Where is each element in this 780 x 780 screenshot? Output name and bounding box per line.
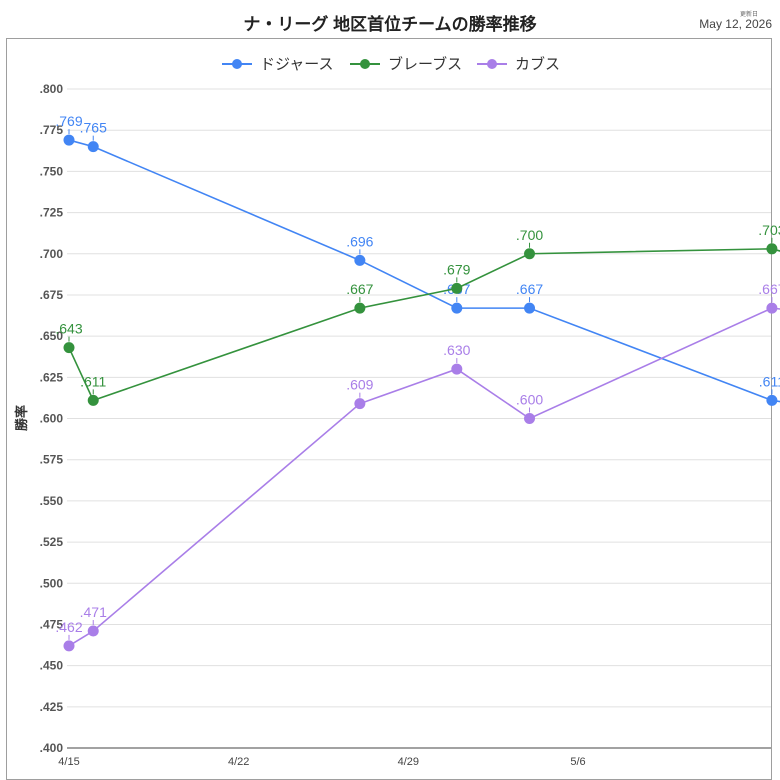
data-label: .765: [80, 120, 107, 136]
x-tick-label: 4/29: [398, 756, 419, 768]
y-tick-label: .425: [40, 700, 64, 714]
series: .769.765 .696 .667 .667 .611 .600 .643 .611 .667…: [55, 113, 780, 652]
data-point: [766, 243, 778, 255]
y-tick-label: .700: [40, 247, 64, 261]
y-tick-label: .750: [40, 164, 64, 178]
data-label: .696: [346, 233, 373, 249]
legend-label: ドジャース: [260, 56, 334, 73]
x-tick-label: 5/6: [570, 756, 585, 768]
y-tick-label: .675: [40, 288, 64, 302]
y-tick-label: .475: [40, 617, 64, 631]
data-point: [354, 398, 366, 410]
series-line: [68, 139, 780, 403]
data-label: .471: [80, 604, 107, 620]
y-tick-label: .550: [40, 494, 64, 508]
legend: ドジャース ブレーブス カブス: [222, 55, 560, 73]
data-label: .769: [55, 113, 82, 129]
data-label: .667: [346, 281, 373, 297]
x-tick-label: 4/15: [58, 756, 79, 768]
data-point: [524, 413, 536, 424]
data-label: .630: [443, 342, 470, 358]
data-point: [451, 282, 463, 294]
y-tick-label: .575: [40, 453, 64, 467]
y-tick-label: .775: [40, 123, 64, 137]
y-tick-label: .600: [40, 412, 64, 426]
data-label: .679: [443, 261, 470, 277]
data-point: [87, 394, 99, 406]
data-point: [766, 302, 778, 314]
y-tick-label: .800: [40, 82, 64, 96]
data-label: .462: [55, 619, 82, 635]
data-point: [63, 342, 75, 354]
legend-marker: [487, 59, 497, 69]
data-point: [63, 134, 75, 146]
y-tick-label: .500: [40, 576, 64, 590]
legend-label: カブス: [515, 55, 560, 73]
updated-date: May 12, 2026: [699, 17, 772, 31]
data-point: [524, 248, 536, 260]
data-point: [451, 363, 463, 375]
data-label: .643: [55, 321, 82, 337]
updated-label: 更新日: [739, 12, 758, 18]
x-tick-label: 4/22: [228, 756, 249, 768]
y-tick-label: .400: [40, 741, 64, 755]
legend-marker: [232, 59, 242, 69]
data-label: .611: [759, 373, 780, 389]
data-point: [87, 141, 99, 153]
data-point: [524, 302, 536, 314]
data-point: [87, 625, 99, 637]
data-point: [354, 302, 366, 314]
data-point: [63, 640, 75, 652]
gridlines: [67, 88, 771, 749]
y-axis-label: 勝率: [14, 405, 29, 431]
legend-label: ブレーブス: [388, 55, 462, 73]
series-group: .462.471.609.630.600.667.659: [55, 281, 780, 652]
y-tick-label: .650: [40, 329, 64, 343]
series-group: .643.611.667.679.700.703.683: [55, 222, 780, 406]
data-point: [451, 302, 463, 314]
y-tick-label: .725: [40, 206, 64, 220]
data-label: .700: [516, 227, 543, 243]
y-tick-label: .625: [40, 370, 64, 384]
chart-title: ナ・リーグ 地区首位チームの勝率推移: [243, 15, 537, 34]
data-label: .611: [80, 373, 106, 389]
y-tick-label: .525: [40, 535, 64, 549]
data-label: .609: [346, 377, 373, 393]
axes: .800 .775 .750 .725 .700 .675 .650 .625 .600 .575…: [14, 82, 586, 768]
data-label: .667: [516, 281, 543, 297]
series-line: [68, 307, 780, 647]
data-label: .667: [758, 281, 780, 297]
legend-marker: [360, 59, 370, 69]
data-label: .600: [516, 392, 543, 408]
data-point: [354, 254, 366, 266]
data-label: .703: [758, 222, 780, 238]
data-point: [766, 394, 778, 406]
y-tick-label: .450: [40, 659, 64, 673]
